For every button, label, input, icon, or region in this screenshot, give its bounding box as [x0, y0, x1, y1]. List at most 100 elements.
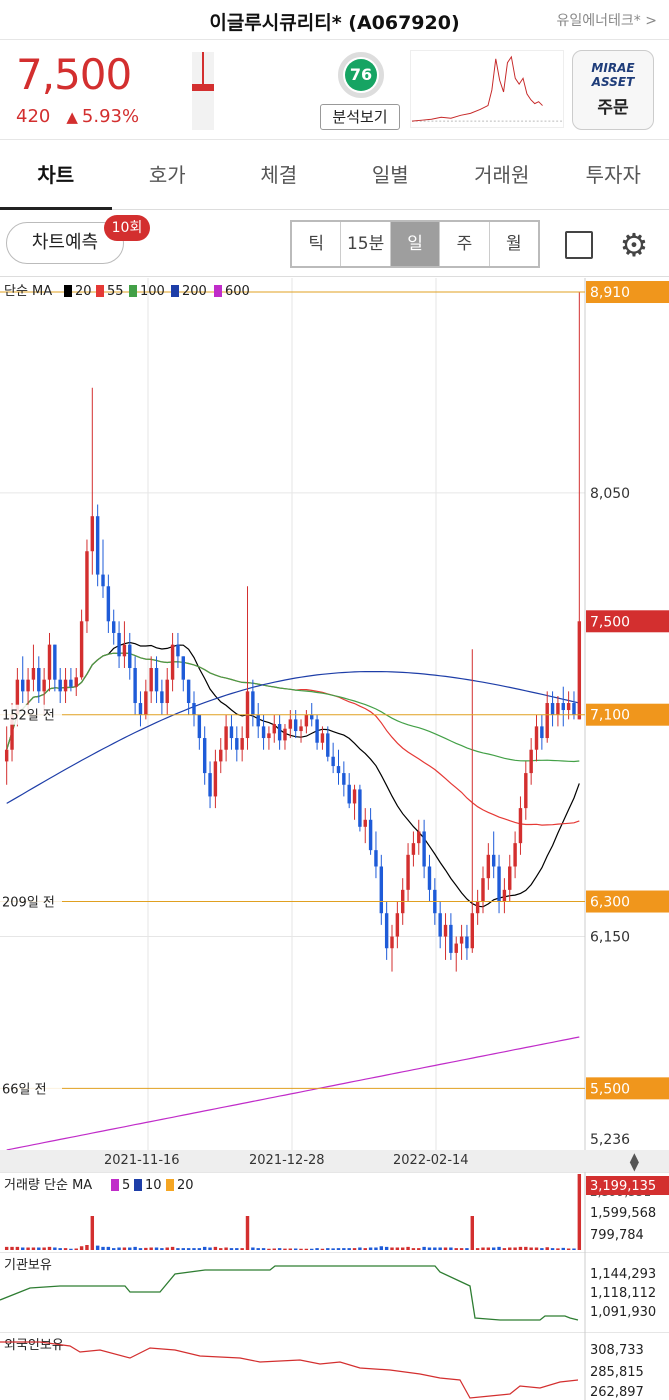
candle-body [58, 679, 62, 692]
candle-body [85, 551, 89, 622]
analysis-score[interactable]: 76 [338, 52, 384, 98]
candle-body [497, 866, 501, 902]
candle-body [117, 632, 121, 657]
candle-body [277, 724, 282, 741]
candle-body [427, 866, 432, 890]
volume-bar [245, 1216, 250, 1250]
compare-checkbox[interactable] [565, 231, 593, 259]
candle-body [63, 679, 68, 692]
ma100-label: 100 [140, 284, 165, 299]
candle-body [251, 691, 255, 715]
volume-bar [315, 1248, 319, 1250]
period-week[interactable]: 주 [440, 222, 490, 266]
volume-bar [15, 1246, 20, 1250]
y-tick-label: 8,050 [590, 486, 630, 502]
price-level-tag [586, 703, 669, 726]
volume-bar [299, 1248, 303, 1250]
volume-tick: 799,784 [590, 1228, 644, 1243]
volume-bar [475, 1248, 480, 1250]
candle-body [4, 749, 9, 762]
chart-toolbar: 차트예측 10회 틱 15분 일 주 월 ⚙ [0, 211, 669, 277]
period-day[interactable]: 일 [390, 222, 441, 266]
volume-bar [112, 1248, 116, 1250]
gear-icon[interactable]: ⚙ [619, 226, 649, 264]
y-tick-label: 8,910 [590, 285, 630, 301]
candle-body [197, 714, 202, 739]
period-selector: 틱 15분 일 주 월 [290, 220, 540, 268]
volume-bar [449, 1247, 453, 1250]
broker-logo-line2: ASSET [591, 75, 635, 89]
tab-brokers[interactable]: 거래원 [474, 163, 530, 187]
candle-body [475, 901, 480, 914]
candle-body [299, 726, 303, 732]
chart-predict-button[interactable]: 차트예측 [6, 222, 124, 264]
volume-bar [518, 1246, 523, 1250]
vol-ma10-label: 10 [145, 1178, 162, 1193]
candle-body [229, 726, 234, 739]
period-tick[interactable]: 틱 [292, 222, 342, 266]
volume-bar [427, 1247, 432, 1250]
foreign-tick: 262,897 [590, 1385, 644, 1400]
candle-body [390, 936, 394, 949]
volume-bar [443, 1247, 448, 1250]
x-tick-label: 2021-12-28 [249, 1153, 325, 1168]
tab-trades[interactable]: 체결 [260, 163, 298, 187]
volume-bar [486, 1247, 491, 1250]
candle-body [358, 789, 362, 827]
candle-body [192, 703, 196, 715]
vol-ma20-swatch [166, 1179, 174, 1191]
volume-bar [79, 1246, 84, 1250]
reference-label-bg [0, 704, 62, 725]
header: 이글루시큐리티* (A067920) 유일에너테크* > [0, 0, 669, 40]
candle-body [165, 679, 169, 704]
candle-body [545, 703, 549, 739]
ma600-label: 600 [225, 284, 250, 299]
y-tick-label: 6,150 [590, 930, 630, 946]
volume-bar [202, 1246, 207, 1250]
candle-body [326, 733, 330, 757]
volume-bar [368, 1247, 373, 1250]
analyze-button[interactable]: 분석보기 [320, 104, 400, 130]
volume-bar [256, 1248, 260, 1250]
vol-ma5-label: 5 [122, 1178, 130, 1193]
candle-body [438, 913, 442, 937]
foreign-holdings-chart[interactable]: 외국인보유 308,733 285,815 262,897 [0, 1332, 669, 1400]
volume-bar [21, 1247, 25, 1250]
period-15min[interactable]: 15분 [341, 222, 391, 266]
volume-bar [53, 1247, 57, 1250]
volume-chart[interactable]: 거래량 단순 MA 5 10 20 2,399,351 3,199,135 1,… [0, 1172, 669, 1252]
institution-holdings-chart[interactable]: 기관보유 1,144,293 1,118,112 1,091,930 [0, 1252, 669, 1332]
candle-body [331, 756, 335, 767]
volume-bar [491, 1247, 496, 1250]
volume-bar [251, 1247, 255, 1250]
candle-body [288, 719, 293, 729]
volume-bar [160, 1248, 164, 1250]
candle-body [363, 819, 367, 827]
volume-bar [283, 1248, 287, 1250]
candle-body [293, 719, 298, 732]
panel-resize-icon[interactable]: ▲ ▼ [629, 1150, 639, 1173]
reference-label: 209일 전 [2, 896, 55, 911]
candle-body [422, 831, 426, 867]
candle-body [561, 703, 565, 711]
candle-body [240, 738, 244, 750]
price-chart[interactable]: 152일 전 209일 전 66일 전 8,910 8,050 7,500 7,100 6,… [0, 278, 669, 1150]
tab-investors[interactable]: 투자자 [585, 163, 641, 187]
candle-body [149, 667, 153, 692]
volume-bar [508, 1247, 512, 1250]
candle-body [256, 714, 260, 727]
tab-daily[interactable]: 일별 [371, 163, 409, 187]
tab-orderbook[interactable]: 호가 [148, 163, 186, 187]
intraday-sparkline[interactable] [410, 50, 564, 128]
order-button[interactable]: MIRAE ASSET 주문 [572, 50, 654, 130]
volume-bar [513, 1247, 517, 1250]
y-tick-label: 5,500 [590, 1081, 630, 1097]
volume-bar [117, 1247, 121, 1250]
tab-chart[interactable]: 차트 [0, 140, 112, 210]
institution-tick: 1,144,293 [590, 1267, 656, 1282]
volume-bar [363, 1248, 367, 1250]
volume-bar [417, 1248, 421, 1250]
related-stock-link[interactable]: 유일에너테크* > [556, 13, 657, 29]
candle-body [101, 574, 105, 587]
period-month[interactable]: 월 [506, 234, 522, 254]
